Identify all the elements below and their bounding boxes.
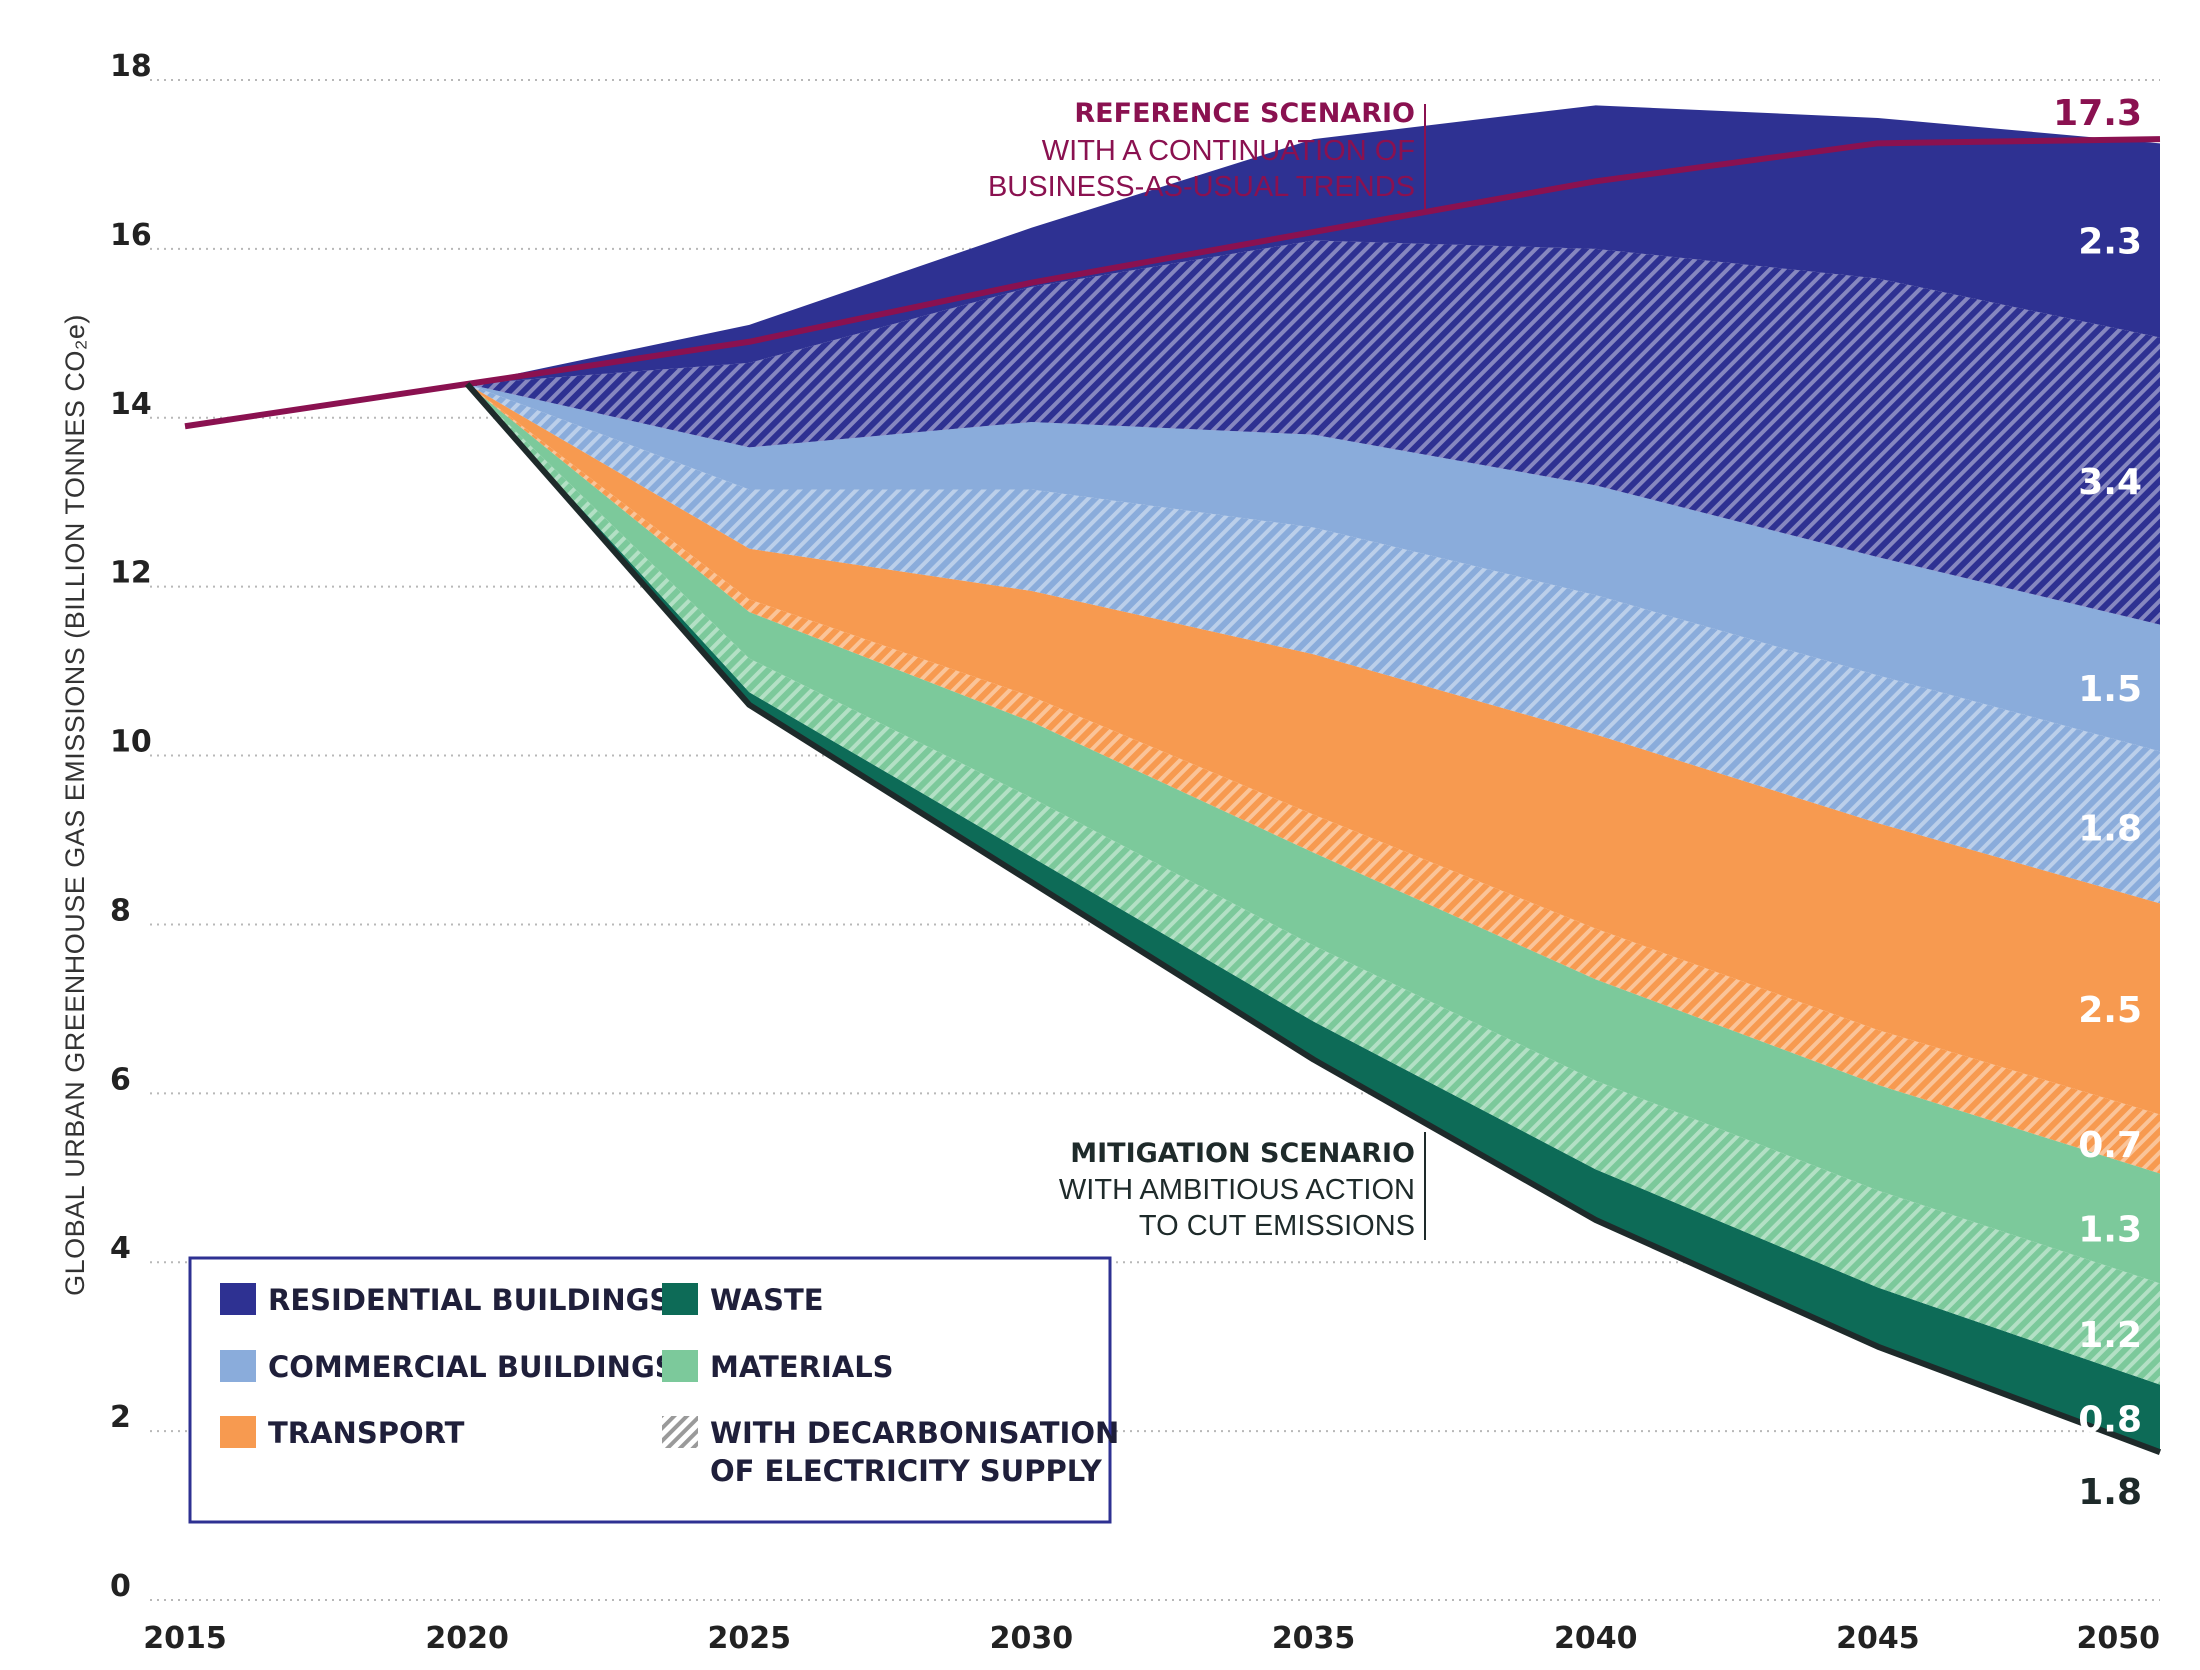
area-waste [467,384,2161,1453]
reference-scenario-line [184,136,2161,430]
legend-swatch-transport [220,1416,256,1448]
scenario-lines [184,136,2162,1456]
legend-swatch-waste [662,1283,698,1315]
area-commercial-buildings [467,384,2161,752]
legend: RESIDENTIAL BUILDINGS WASTE COMMERCIAL B… [188,1256,1119,1524]
x-tick-label: 2040 [1554,1621,1638,1656]
area-transport [467,384,2161,1115]
y-tick-label: 16 [110,218,152,253]
area-transport-with-decarbonisation-of-electricity-supply-hatch [467,384,2161,1174]
mitigation-annotation-line1: WITH AMBITIOUS ACTION [1059,1174,1415,1206]
legend-label-decarbonisation-line1: WITH DECARBONISATION [710,1416,1119,1450]
y-axis-label: GLOBAL URBAN GREENHOUSE GAS EMISSIONS (B… [60,314,90,1296]
legend-item-decarbonisation: WITH DECARBONISATION OF ELECTRICITY SUPP… [662,1416,1119,1488]
area-materials [467,384,2161,1284]
x-tick-label: 2030 [990,1621,1074,1656]
x-tick-label: 2025 [708,1621,792,1656]
reference-annotation-line2: BUSINESS-AS-USUAL TRENDS [988,171,1415,203]
value-label: 1.8 [2078,808,2142,849]
x-tick-label: 2020 [425,1621,509,1656]
legend-swatch-commercial [220,1350,256,1382]
legend-item-commercial: COMMERCIAL BUILDINGS [220,1350,676,1384]
y-tick-label: 8 [110,893,131,928]
legend-item-waste: WASTE [662,1283,824,1317]
y-tick-label: 4 [110,1231,131,1266]
legend-box [188,1256,1112,1524]
y-tick-label: 12 [110,556,152,591]
stacked-areas [467,105,2161,1453]
x-tick-label: 2050 [2077,1621,2161,1656]
mitigation-annotation: MITIGATION SCENARIO WITH AMBITIOUS ACTIO… [1059,1132,1426,1242]
x-tick-label: 2035 [1272,1621,1356,1656]
value-label: 2.5 [2078,990,2142,1031]
legend-item-residential: RESIDENTIAL BUILDINGS [220,1283,670,1317]
value-label: 0.8 [2078,1399,2142,1440]
legend-label-transport: TRANSPORT [268,1416,465,1450]
legend-label-residential: RESIDENTIAL BUILDINGS [268,1283,670,1317]
reference-annotation-line1: WITH A CONTINUATION OF [1042,135,1415,167]
legend-label-commercial: COMMERCIAL BUILDINGS [268,1350,676,1384]
y-tick-label: 10 [110,725,152,760]
legend-swatch-materials [662,1350,698,1382]
mitigation-annotation-line2: TO CUT EMISSIONS [1139,1210,1415,1242]
y-tick-label: 6 [110,1062,131,1097]
axis-ticks: 0 2 4 6 8 10 12 14 16 18 2015 2020 2025 2030 2035 2040 2… [110,49,2160,1656]
area-residential-buildings-with-decarbonisation-of-electricity-supply-hatch [467,240,2161,625]
y-tick-label: 2 [110,1400,131,1435]
legend-item-materials: MATERIALS [662,1350,894,1384]
reference-annotation-heading: REFERENCE SCENARIO [1074,98,1415,129]
legend-swatch-decarbonisation [662,1416,698,1448]
value-label: 3.4 [2078,462,2142,503]
value-label: 2.3 [2078,221,2142,262]
legend-label-decarbonisation-line2: OF ELECTRICITY SUPPLY [710,1454,1103,1488]
reference-annotation: REFERENCE SCENARIO WITH A CONTINUATION O… [988,98,1426,210]
mitigation-annotation-heading: MITIGATION SCENARIO [1070,1138,1415,1169]
legend-swatch-residential [220,1283,256,1315]
y-tick-label: 18 [110,49,152,84]
end-labels: 0.8 1.2 1.3 0.7 2.5 1.8 1.5 3.4 2.3 17.3 1.8 [2053,93,2142,1513]
value-label: 1.3 [2078,1209,2142,1250]
legend-label-waste: WASTE [710,1283,824,1317]
mitigation-total-label: 1.8 [2078,1472,2142,1513]
mitigation-scenario-line [464,382,2162,1456]
x-tick-label: 2015 [143,1621,227,1656]
value-label: 1.5 [2078,669,2142,710]
y-tick-label: 14 [110,387,152,422]
reference-total-label: 17.3 [2053,93,2142,134]
x-tick-label: 2045 [1836,1621,1920,1656]
area-commercial-buildings-with-decarbonisation-of-electricity-supply-hatch [467,384,2161,904]
y-tick-label: 0 [110,1569,131,1604]
area-materials-with-decarbonisation-of-electricity-supply-hatch [467,384,2161,1385]
value-label: 0.7 [2078,1125,2142,1166]
legend-label-materials: MATERIALS [710,1350,894,1384]
legend-item-transport: TRANSPORT [220,1416,465,1450]
value-label: 1.2 [2078,1315,2142,1356]
